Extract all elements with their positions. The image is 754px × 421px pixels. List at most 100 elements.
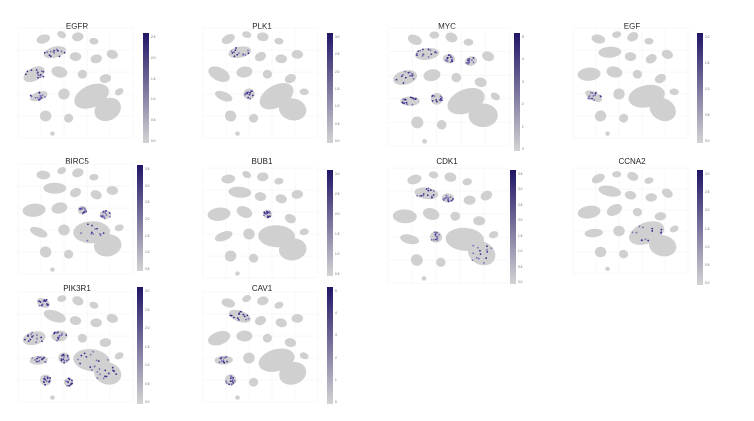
umap-scatter: [202, 291, 319, 403]
expression-point: [440, 96, 443, 99]
colorbar-tick-label: 3.0: [145, 289, 150, 293]
expression-point: [438, 233, 441, 236]
expression-point: [230, 383, 233, 386]
colorbar-tick-label: 1.5: [518, 233, 523, 238]
cell-cluster: [274, 177, 284, 185]
expression-point: [415, 97, 417, 100]
cell-cluster: [410, 254, 423, 266]
cell-cluster: [594, 246, 607, 258]
expression-point: [446, 196, 449, 199]
cell-cluster: [69, 316, 82, 326]
expression-point: [80, 232, 82, 234]
expression-point: [587, 97, 590, 100]
cell-cluster: [236, 66, 253, 78]
expression-point: [36, 71, 39, 74]
cell-cluster: [36, 298, 50, 308]
expression-point: [644, 238, 647, 241]
cell-cluster: [243, 228, 255, 240]
expression-point: [43, 299, 46, 301]
expression-point: [401, 101, 404, 104]
expression-point: [96, 227, 98, 230]
expression-point: [63, 51, 66, 54]
cell-cluster: [488, 231, 499, 239]
cell-cluster: [411, 116, 424, 129]
colorbar-tick-label: 3.5: [145, 167, 150, 171]
expression-point: [65, 334, 68, 336]
expression-point: [53, 49, 56, 52]
panel-title: BIRC5: [65, 157, 89, 166]
expression-point: [246, 314, 249, 317]
expression-point: [465, 62, 468, 64]
expression-point: [591, 92, 594, 94]
cell-cluster: [429, 31, 440, 39]
cell-cluster: [591, 34, 606, 44]
cell-cluster: [284, 213, 296, 224]
cell-cluster: [480, 190, 493, 201]
expression-point: [429, 49, 432, 52]
expression-point: [84, 209, 87, 211]
expression-point: [416, 52, 418, 55]
expression-point: [56, 339, 58, 342]
panel-title: MYC: [438, 22, 456, 31]
expression-point: [53, 332, 56, 335]
colorbar-tick-label: 5: [335, 289, 337, 293]
expression-point: [79, 362, 82, 365]
cell-cluster: [69, 52, 82, 62]
cell-cluster: [407, 34, 422, 46]
cell-cluster: [291, 313, 304, 323]
expression-point: [443, 197, 446, 200]
cell-cluster: [644, 177, 654, 184]
expression-point: [599, 95, 602, 98]
cell-cluster: [577, 205, 601, 219]
colorbar-tick-label: 0.0: [335, 139, 340, 143]
cell-cluster: [299, 228, 309, 236]
cell-cluster: [606, 66, 623, 78]
cell-cluster: [90, 318, 102, 328]
expression-point: [238, 312, 241, 315]
expression-point: [431, 99, 434, 102]
expression-point: [436, 239, 439, 241]
colorbar: [697, 170, 703, 285]
panel-title: BUB1: [251, 157, 273, 166]
expression-point: [472, 57, 475, 59]
cell-cluster: [236, 206, 253, 218]
umap-scatter: [17, 27, 134, 139]
colorbar: [697, 33, 703, 143]
expression-point: [485, 257, 488, 259]
expression-point: [90, 369, 93, 371]
cell-cluster: [490, 92, 500, 101]
expression-point: [591, 97, 593, 100]
cell-cluster: [279, 362, 307, 385]
cell-cluster: [39, 246, 52, 258]
expression-point: [432, 239, 435, 241]
expression-point: [39, 356, 42, 359]
expression-point: [96, 377, 99, 380]
colorbar-tick-label: 2.0: [335, 212, 340, 216]
expression-point: [101, 216, 104, 218]
umap-scatter: [387, 27, 511, 147]
expression-point: [83, 352, 86, 355]
expression-point: [412, 77, 415, 80]
expression-point: [45, 380, 48, 383]
expression-point: [55, 48, 58, 51]
expression-point: [422, 194, 425, 197]
expression-point: [230, 375, 233, 378]
colorbar-tick-label: 0.5: [705, 113, 710, 117]
panel-title: CDK1: [436, 157, 458, 166]
expression-point: [638, 225, 641, 228]
expression-point: [38, 360, 41, 362]
cell-cluster: [22, 331, 46, 346]
expression-point: [451, 199, 454, 202]
expression-point: [106, 358, 109, 361]
colorbar-tick-label: 2.0: [145, 217, 150, 221]
colorbar-tick-label: 1: [335, 377, 337, 382]
cell-cluster: [464, 56, 477, 66]
expression-point: [97, 360, 100, 362]
expression-point: [225, 380, 228, 383]
cell-cluster: [77, 69, 87, 79]
expression-point: [471, 59, 473, 62]
expression-point: [451, 59, 453, 61]
expression-point: [411, 103, 414, 106]
expression-point: [427, 187, 430, 190]
umap-scatter: [202, 167, 319, 279]
